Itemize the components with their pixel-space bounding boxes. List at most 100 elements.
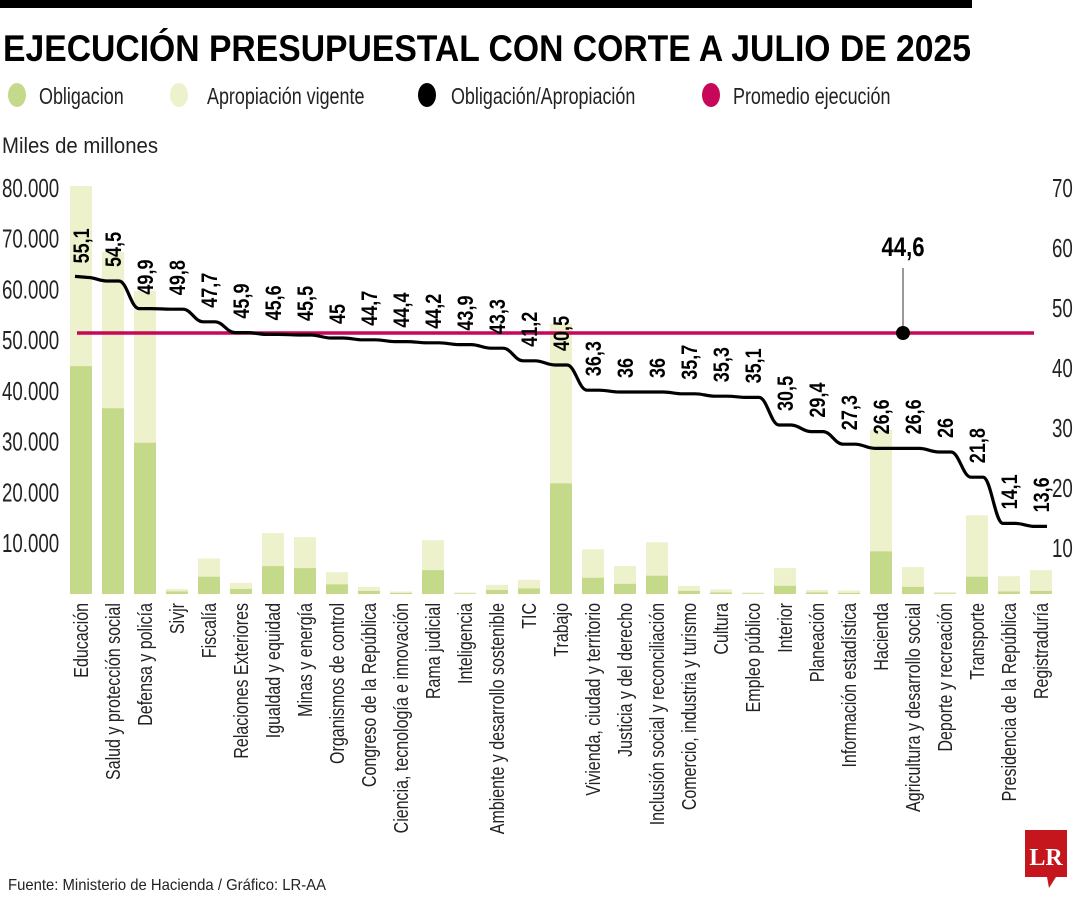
ratio-value-label: 55,1 xyxy=(70,228,94,263)
legend-label-0: Obligacion xyxy=(39,84,124,110)
ratio-value-label: 49,8 xyxy=(166,260,190,295)
source-note: Fuente: Ministerio de Hacienda / Gráfico… xyxy=(8,877,326,894)
left-tick-label: 50.000 xyxy=(2,325,59,355)
ratio-value-label: 26,6 xyxy=(902,399,926,434)
bar-obligacion xyxy=(870,551,892,594)
category-label: Defensa y policía xyxy=(134,602,156,726)
ratio-value-label: 41,2 xyxy=(518,312,542,347)
category-label: Sivjr xyxy=(166,603,188,634)
logo-badge xyxy=(1025,830,1067,888)
bar-obligacion xyxy=(518,588,540,594)
category-label: Minas y energía xyxy=(294,602,316,717)
units-label: Miles de millones xyxy=(2,133,158,158)
category-label: Salud y protección social xyxy=(102,603,124,780)
ratio-value-label: 43,3 xyxy=(486,299,510,334)
bar-apropiacion xyxy=(998,576,1020,594)
category-label: Comercio, industria y turismo xyxy=(678,603,700,810)
bar-apropiacion xyxy=(230,582,252,594)
bar-apropiacion xyxy=(1030,570,1052,594)
ratio-value-label: 35,3 xyxy=(710,347,734,382)
bar-obligacion xyxy=(902,586,924,594)
bar-apropiacion xyxy=(486,584,508,594)
bar-obligacion xyxy=(486,589,508,594)
ratio-value-label: 14,1 xyxy=(998,474,1022,509)
category-label: Interior xyxy=(774,603,796,653)
average-value-label: 44,6 xyxy=(881,233,924,263)
bar-obligacion xyxy=(742,593,764,594)
left-tick-label: 80.000 xyxy=(2,173,59,203)
category-label: Presidencia de la República xyxy=(998,602,1020,801)
category-label: Trabajo xyxy=(550,603,572,657)
ratio-value-label: 26,6 xyxy=(870,399,894,434)
category-label: Inclusión social y reconciliación xyxy=(646,603,668,825)
category-label: Deporte y recreación xyxy=(934,603,956,752)
ratio-value-label: 40,5 xyxy=(550,316,574,351)
chart-title: EJECUCIÓN PRESUPUESTAL CON CORTE A JULIO… xyxy=(3,27,971,69)
category-label: Planeación xyxy=(806,603,828,682)
ratio-value-label: 49,9 xyxy=(134,260,158,295)
ratio-value-label: 44,2 xyxy=(422,294,446,329)
ratio-value-label: 43,9 xyxy=(454,296,478,331)
bar-obligacion xyxy=(966,576,988,594)
top-rule xyxy=(0,0,972,8)
right-tick-label: 70 xyxy=(1052,173,1073,203)
bar-obligacion xyxy=(454,593,476,594)
left-tick-label: 10.000 xyxy=(2,528,59,558)
bar-obligacion xyxy=(294,568,316,594)
bar-apropiacion xyxy=(806,589,828,594)
right-tick-label: 30 xyxy=(1052,413,1073,443)
bar-obligacion xyxy=(1030,590,1052,594)
bar-obligacion xyxy=(230,588,252,594)
average-marker xyxy=(896,326,910,340)
category-label: Hacienda xyxy=(870,602,892,670)
category-label: Educación xyxy=(70,603,92,678)
category-label: Rama judicial xyxy=(422,603,444,699)
bar-obligacion xyxy=(710,592,732,594)
bar-apropiacion xyxy=(454,592,476,594)
bar-obligacion xyxy=(678,590,700,594)
category-label: Justicia y del derecho xyxy=(614,603,636,757)
bar-apropiacion xyxy=(710,589,732,594)
bar-obligacion xyxy=(646,575,668,594)
legend-label-3: Promedio ejecución xyxy=(733,84,890,110)
lr-logo: LR xyxy=(1025,830,1067,888)
bar-apropiacion xyxy=(838,590,860,594)
bar-obligacion xyxy=(422,570,444,594)
ratio-value-label: 30,5 xyxy=(774,376,798,411)
legend-swatch-1 xyxy=(170,83,188,107)
bar-apropiacion xyxy=(966,515,988,594)
category-label: Igualdad y equidad xyxy=(262,603,284,738)
bar-apropiacion xyxy=(390,591,412,594)
left-tick-label: 40.000 xyxy=(2,376,59,406)
bar-obligacion xyxy=(390,592,412,594)
right-tick-label: 60 xyxy=(1052,233,1073,263)
ratio-line-group: 55,1 54,5 49,9 49,8 47,7 45,9 45,6 45,5 45 44,7 44… xyxy=(70,228,1054,528)
ratio-value-label: 27,3 xyxy=(838,395,862,430)
category-label: Relaciones Exteriores xyxy=(230,603,252,759)
right-tick-label: 50 xyxy=(1052,293,1073,323)
bar-apropiacion xyxy=(358,586,380,594)
bar-obligacion xyxy=(774,585,796,594)
left-tick-label: 70.000 xyxy=(2,224,59,254)
ratio-value-label: 36 xyxy=(646,358,670,378)
category-label: Fiscalía xyxy=(198,602,220,658)
ratio-value-label: 26 xyxy=(934,418,958,438)
right-tick-label: 40 xyxy=(1052,353,1073,383)
legend-label-2: Obligación/Apropiación xyxy=(451,84,635,110)
category-label: Congreso de la República xyxy=(358,602,380,787)
right-axis: 10 20 30 40 50 60 70 xyxy=(1052,173,1073,563)
bar-obligacion xyxy=(70,366,92,594)
category-label: Empleo público xyxy=(742,603,764,712)
legend-swatch-2 xyxy=(418,83,436,107)
category-label: Registraduría xyxy=(1030,602,1052,699)
category-label: TIC xyxy=(518,603,540,629)
bar-obligacion xyxy=(198,576,220,594)
ratio-value-label: 36 xyxy=(614,358,638,378)
bar-obligacion xyxy=(934,593,956,594)
category-label: Agricultura y desarrollo social xyxy=(902,603,924,812)
ratio-value-label: 29,4 xyxy=(806,382,830,418)
bar-obligacion xyxy=(102,408,124,594)
category-label: Inteligencia xyxy=(454,602,476,684)
bar-apropiacion xyxy=(678,585,700,594)
bar-obligacion xyxy=(358,590,380,594)
